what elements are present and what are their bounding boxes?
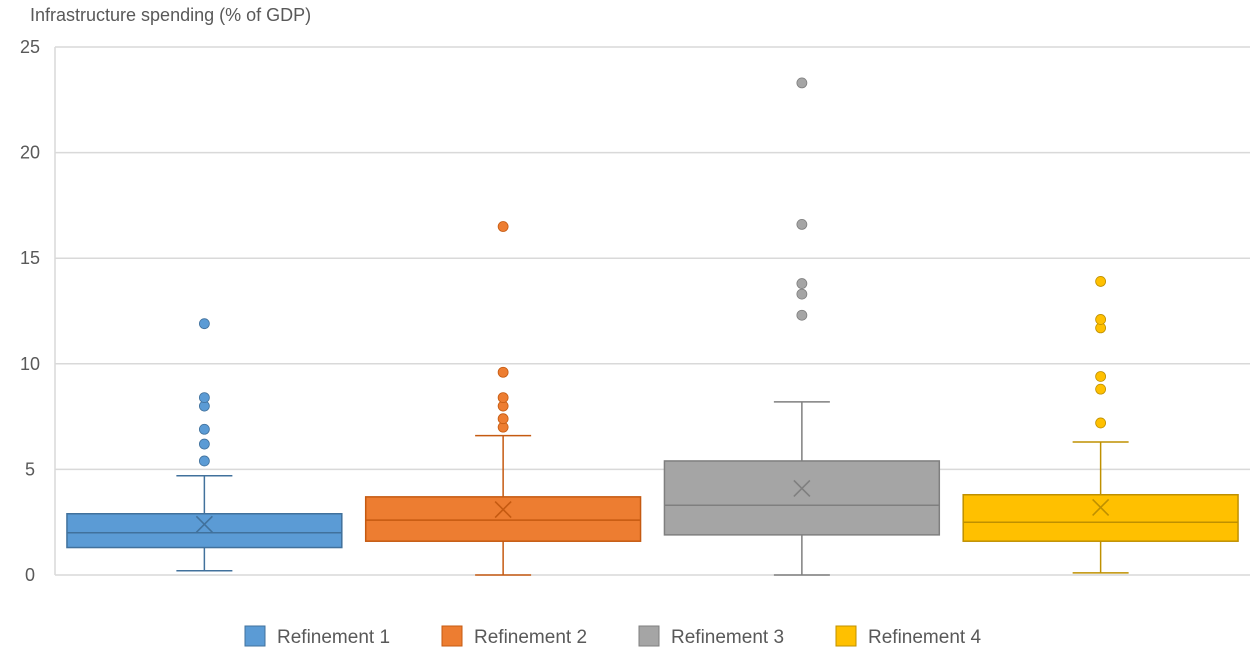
legend-label: Refinement 3 (671, 627, 784, 647)
legend-swatch (638, 625, 660, 647)
gridlines (54, 46, 1250, 576)
outlier-point (198, 438, 210, 450)
outlier-point (198, 318, 210, 330)
outlier-point (198, 392, 210, 403)
box-group (962, 276, 1239, 574)
legend-swatch (835, 625, 857, 647)
y-tick-label: 0 (25, 565, 35, 585)
legend-label: Refinement 1 (277, 627, 390, 647)
legend: Refinement 1 Refinement 2 Refinement 3 Refi… (244, 625, 981, 647)
box (364, 496, 642, 542)
outlier-point (497, 413, 509, 425)
outlier-point (198, 423, 210, 435)
box-group (66, 318, 343, 572)
y-tick-label: 15 (20, 248, 40, 268)
outlier-point (796, 219, 808, 230)
box (663, 460, 941, 536)
outlier-point (497, 392, 509, 403)
outlier-point (796, 77, 808, 89)
outlier-point (198, 455, 210, 467)
box-group (364, 221, 642, 576)
outlier-point (497, 366, 509, 378)
outlier-point (1095, 383, 1107, 395)
mean-marker (1092, 498, 1110, 516)
y-tick-label: 25 (20, 37, 40, 57)
legend-label: Refinement 4 (868, 627, 981, 647)
outlier-point (796, 278, 808, 289)
outlier-point (1095, 371, 1107, 382)
legend-item: Refinement 3 (638, 625, 784, 647)
y-tick-labels: 0 5 10 15 20 25 (20, 37, 40, 585)
mean-marker (195, 515, 213, 533)
box (962, 493, 1239, 542)
outlier-point (796, 309, 808, 321)
outlier-point (796, 288, 808, 300)
y-tick-label: 20 (20, 143, 40, 163)
box-group (663, 77, 941, 576)
outlier-point (497, 221, 509, 232)
y-tick-label: 10 (20, 354, 40, 374)
legend-item: Refinement 2 (441, 625, 587, 647)
legend-swatch (441, 625, 463, 647)
legend-item: Refinement 1 (244, 625, 390, 647)
y-axis-title: Infrastructure spending (% of GDP) (30, 5, 311, 25)
outlier-point (1095, 417, 1107, 429)
outlier-point (1095, 314, 1107, 325)
legend-label: Refinement 2 (474, 627, 587, 647)
legend-swatch (244, 625, 266, 647)
box (66, 513, 343, 549)
y-tick-label: 5 (25, 459, 35, 479)
outlier-point (1095, 276, 1107, 287)
boxes (66, 77, 1239, 576)
legend-item: Refinement 4 (835, 625, 981, 647)
mean-marker (494, 500, 512, 519)
mean-marker (793, 479, 811, 497)
